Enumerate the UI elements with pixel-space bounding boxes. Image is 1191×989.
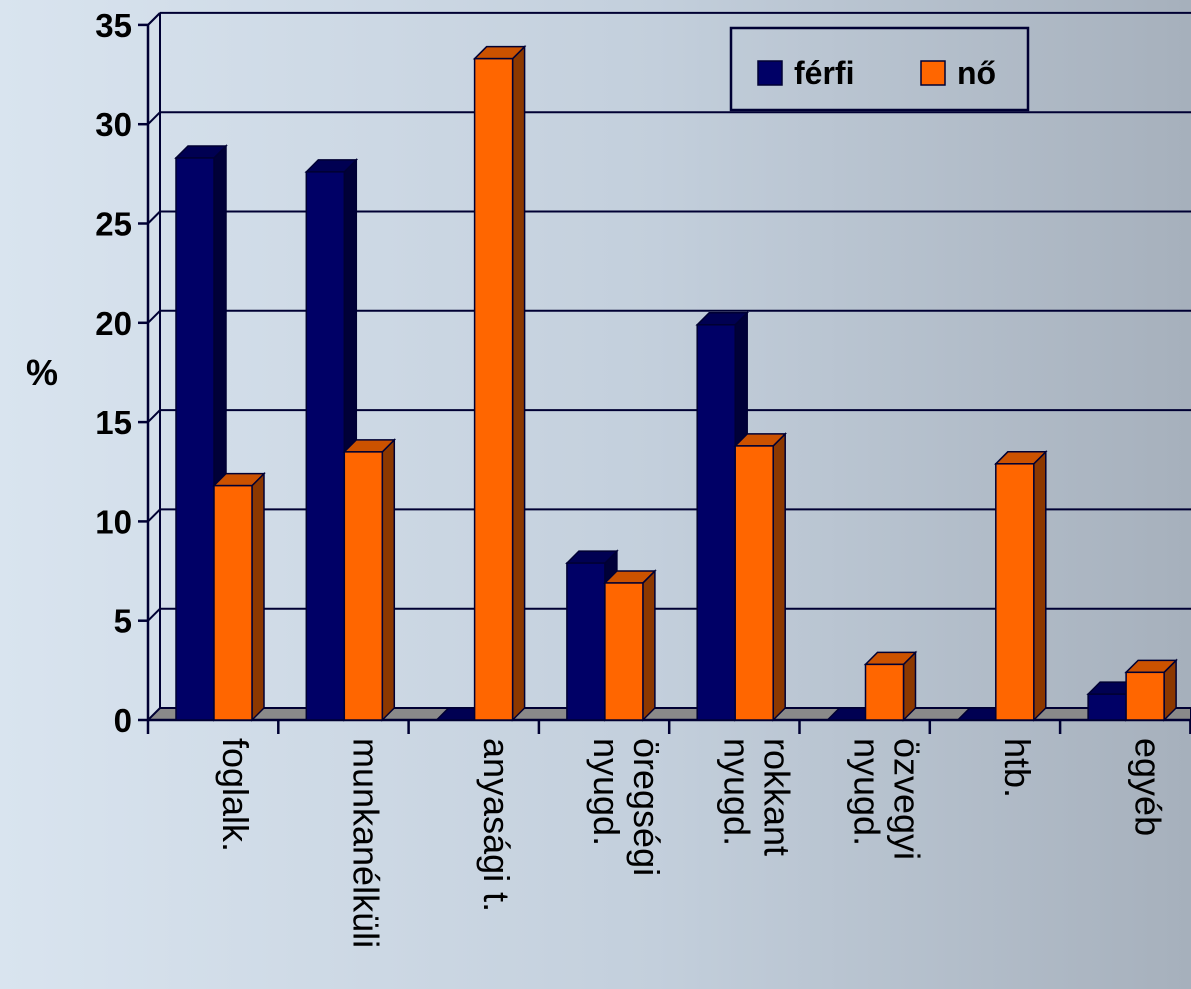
x-tick-label: htb. [997, 738, 1038, 798]
y-tick-label: 15 [95, 404, 132, 441]
y-axis-label: % [26, 352, 58, 393]
x-tick-labels: foglalk. munkanélküli anyasági t. öregségin… [215, 738, 1168, 948]
legend-swatch [757, 60, 783, 86]
bar-front [864, 663, 905, 721]
x-tick-label: nyugd. [586, 738, 627, 846]
y-tick-label: 5 [114, 603, 132, 640]
bar-front [696, 324, 736, 721]
bar-front [343, 451, 384, 721]
legend-swatch [920, 60, 946, 86]
x-tick-label: özvegyi [887, 738, 928, 860]
x-tick-label: munkanélküli [345, 738, 386, 948]
bar-front [1087, 693, 1127, 721]
bar-front [473, 57, 514, 721]
bar-no [1124, 658, 1178, 722]
x-tick-label: anyasági t. [476, 738, 517, 912]
bar-side [772, 432, 786, 722]
bar-no [733, 432, 788, 722]
bars [174, 44, 1178, 722]
legend: férfi nő [729, 26, 1030, 112]
legend-box [729, 26, 1030, 112]
bar-front [305, 171, 346, 721]
x-tick-label: nyugd. [847, 738, 888, 846]
gridline-connector [147, 607, 161, 622]
bar-side [511, 44, 526, 722]
bar-front [995, 463, 1035, 721]
y-tick-label: 30 [95, 106, 132, 143]
y-tick-label: 0 [114, 702, 132, 739]
bar-side [381, 438, 396, 722]
gridline-connector [147, 409, 161, 423]
x-tick-label: öregségi [626, 738, 667, 876]
bar-side [251, 471, 265, 722]
y-tick-label: 35 [95, 7, 132, 44]
gridline-connector [147, 111, 161, 125]
gridline-connector [147, 210, 161, 225]
bar-front [213, 484, 253, 721]
y-tick-labels: 0 5 10 15 20 25 30 35 [95, 7, 148, 739]
bar-front [604, 582, 644, 721]
x-tick-label: foglalk. [215, 738, 256, 852]
x-tick-label: egyéb [1127, 738, 1168, 836]
bar-no [993, 449, 1048, 722]
bar-no [212, 471, 266, 722]
bar-no [863, 650, 918, 722]
bar-front [566, 562, 606, 721]
x-tick-label: nyugd. [716, 738, 757, 846]
bar-no [603, 569, 657, 722]
bar-side [1033, 449, 1047, 722]
legend-label: nő [957, 55, 996, 91]
x-tick-label: rokkant [756, 738, 797, 856]
bar-no [342, 438, 397, 722]
y-tick-label: 10 [95, 503, 132, 540]
bar-side [642, 569, 656, 722]
y-tick-label: 25 [95, 206, 132, 243]
bar-no [472, 44, 527, 722]
top-connector [147, 12, 161, 26]
gridline-connector [147, 508, 161, 523]
gridline-connector [147, 310, 161, 324]
legend-label: férfi [794, 55, 854, 91]
bar-front [175, 157, 215, 721]
bar-front [734, 445, 774, 721]
bar-front [1125, 671, 1165, 721]
y-tick-label: 20 [95, 305, 132, 342]
